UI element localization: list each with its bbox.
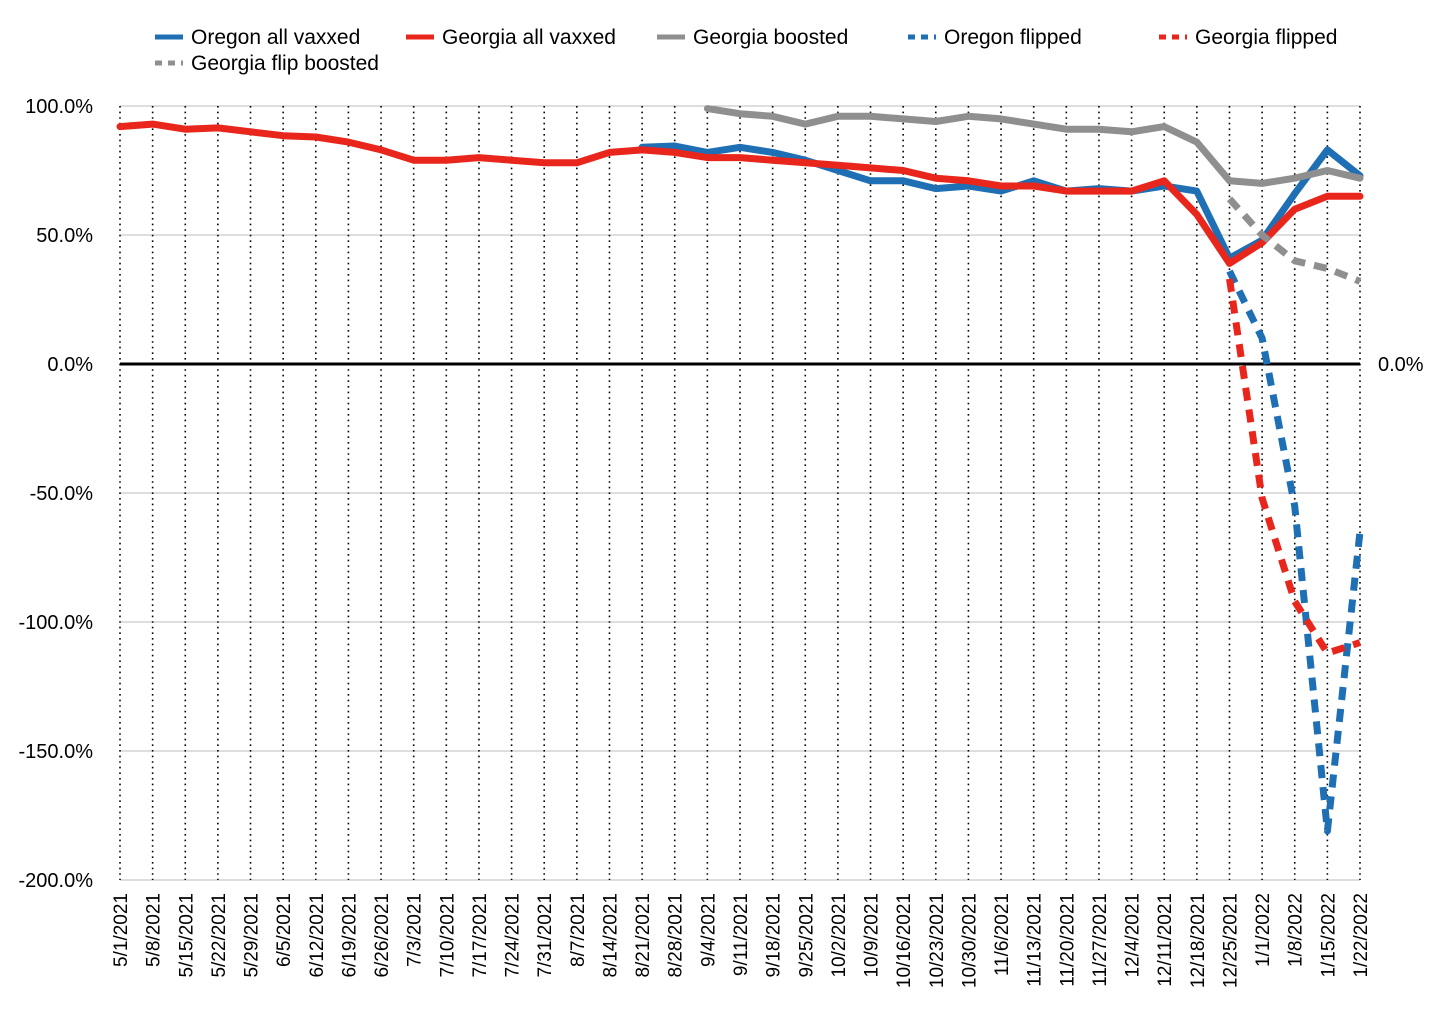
x-axis: 5/1/2021 5/8/2021 5/15/2021 5/22/2021 5/29/2… (111, 893, 1372, 988)
x-tick-label: 7/31/2021 (535, 893, 556, 978)
plot-area (116, 105, 1364, 835)
x-tick-label: 1/1/2022 (1253, 893, 1274, 967)
series-line-oregon-all-vaxxed (638, 142, 1364, 262)
x-tick-label: 1/15/2022 (1318, 893, 1339, 978)
vertical-gridlines (119, 106, 1361, 880)
x-tick-label: 8/28/2021 (666, 893, 687, 978)
y-tick-label: -50.0% (30, 483, 94, 505)
x-tick-label: 12/4/2021 (1123, 893, 1144, 978)
x-tick-label: 9/4/2021 (698, 893, 719, 967)
x-tick-label: 11/20/2021 (1057, 893, 1078, 987)
x-tick-label: 7/17/2021 (470, 893, 491, 978)
x-tick-label: 6/5/2021 (274, 893, 295, 967)
series-line-georgia-all-vaxxed (116, 120, 1364, 267)
x-tick-label: 5/29/2021 (242, 893, 263, 978)
y-tick-label: 100.0% (25, 96, 93, 118)
series-line-georgia-flipped (1226, 278, 1362, 657)
legend: Oregon all vaxxed Georgia all vaxxed Georg… (155, 26, 1337, 75)
x-tick-label: 10/9/2021 (862, 893, 883, 978)
x-tick-label: 9/11/2021 (731, 893, 752, 976)
legend-label-georgia-all-vaxxed: Georgia all vaxxed (442, 26, 616, 49)
y-axis: 100.0% 50.0% 0.0% -50.0% -100.0% -150.0% -200.… (19, 96, 1424, 892)
x-tick-label: 5/22/2021 (209, 893, 230, 978)
y-tick-label: -150.0% (19, 741, 94, 763)
series-line-georgia-boosted (703, 105, 1364, 187)
x-tick-label: 7/10/2021 (437, 893, 458, 978)
zero-right-label: 0.0% (1378, 354, 1424, 376)
x-tick-label: 11/13/2021 (1025, 893, 1046, 987)
legend-label-oregon-flipped: Oregon flipped (944, 26, 1082, 49)
x-tick-label: 8/7/2021 (568, 893, 589, 967)
x-tick-label: 6/19/2021 (339, 893, 360, 978)
x-tick-label: 11/27/2021 (1090, 893, 1111, 987)
x-tick-label: 6/26/2021 (372, 893, 393, 978)
x-tick-label: 12/11/2021 (1155, 893, 1176, 987)
x-tick-label: 12/25/2021 (1220, 893, 1241, 988)
x-tick-label: 10/2/2021 (829, 893, 850, 978)
x-tick-label: 10/30/2021 (959, 893, 980, 988)
x-tick-label: 8/14/2021 (600, 893, 621, 978)
y-tick-label: 0.0% (47, 354, 93, 376)
y-tick-label: -100.0% (19, 612, 94, 634)
x-tick-label: 9/18/2021 (764, 893, 785, 978)
x-tick-label: 12/18/2021 (1188, 893, 1209, 988)
series-line-georgia-flip-boosted (1226, 196, 1362, 285)
x-tick-label: 5/1/2021 (111, 893, 132, 967)
x-tick-label: 7/24/2021 (503, 893, 524, 978)
x-tick-label: 8/21/2021 (633, 893, 654, 978)
x-tick-label: 9/25/2021 (796, 893, 817, 978)
legend-label-georgia-flip-boosted: Georgia flip boosted (191, 52, 379, 75)
legend-label-georgia-flipped: Georgia flipped (1195, 26, 1337, 49)
x-tick-label: 11/6/2021 (992, 893, 1013, 976)
x-tick-label: 10/23/2021 (927, 893, 948, 988)
x-tick-label: 6/12/2021 (307, 893, 328, 978)
x-tick-label: 5/8/2021 (144, 893, 165, 967)
y-tick-label: 50.0% (36, 225, 93, 247)
x-tick-label: 10/16/2021 (894, 893, 915, 988)
legend-label-oregon-all-vaxxed: Oregon all vaxxed (191, 26, 360, 49)
series-line-oregon-flipped (1226, 269, 1364, 835)
y-tick-label: -200.0% (19, 870, 94, 892)
x-tick-label: 1/22/2022 (1351, 893, 1372, 978)
x-tick-label: 5/15/2021 (176, 893, 197, 978)
x-tick-label: 1/8/2022 (1286, 893, 1307, 967)
x-tick-label: 7/3/2021 (405, 893, 426, 967)
legend-label-georgia-boosted: Georgia boosted (693, 26, 848, 49)
